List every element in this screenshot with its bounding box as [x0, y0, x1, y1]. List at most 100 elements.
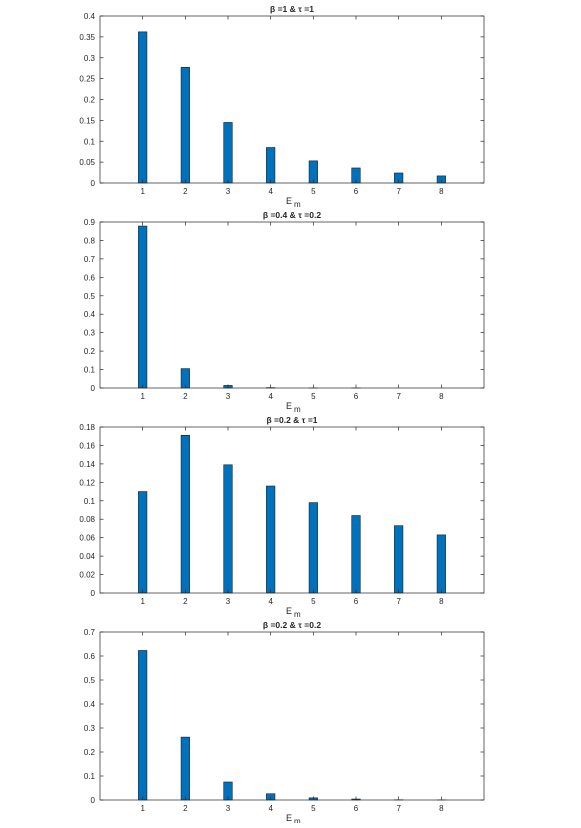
x-axis-label-subscript: m — [294, 610, 301, 619]
bar-3 — [224, 465, 233, 593]
x-tick-label: 3 — [226, 187, 231, 196]
y-tick-label: 0.5 — [84, 292, 96, 301]
x-tick-label: 5 — [311, 187, 316, 196]
x-tick-label: 7 — [396, 597, 401, 606]
y-tick-label: 0.1 — [84, 366, 96, 375]
x-tick-label: 5 — [311, 597, 316, 606]
y-tick-label: 0.2 — [84, 96, 96, 105]
bar-3 — [224, 122, 233, 183]
x-tick-label: 7 — [396, 392, 401, 401]
x-tick-label: 4 — [268, 187, 273, 196]
bar-4 — [266, 486, 275, 593]
x-tick-label: 3 — [226, 804, 231, 813]
y-tick-label: 0.4 — [84, 310, 96, 319]
x-axis-label: E — [286, 401, 292, 411]
x-tick-label: 1 — [140, 597, 145, 606]
x-tick-label: 2 — [183, 187, 188, 196]
y-tick-label: 0.5 — [84, 676, 96, 685]
y-tick-label: 0.7 — [84, 628, 96, 637]
x-tick-label: 1 — [140, 187, 145, 196]
x-axis-label-subscript: m — [294, 817, 301, 823]
x-tick-label: 8 — [439, 597, 444, 606]
x-axis-label-subscript: m — [294, 200, 301, 209]
x-tick-label: 8 — [439, 804, 444, 813]
chart-title: β =0.2 & τ =1 — [266, 415, 317, 425]
x-tick-label: 4 — [268, 804, 273, 813]
chart-title: β =0.4 & τ =0.2 — [263, 210, 321, 220]
y-tick-label: 0.08 — [79, 515, 95, 524]
chart-title: β =0.2 & τ =0.2 — [263, 620, 321, 630]
x-tick-label: 7 — [396, 804, 401, 813]
bar-1 — [138, 492, 147, 593]
x-tick-label: 3 — [226, 597, 231, 606]
y-tick-label: 0.3 — [84, 724, 96, 733]
x-tick-label: 5 — [311, 392, 316, 401]
x-tick-label: 2 — [183, 597, 188, 606]
y-tick-label: 0.1 — [84, 497, 96, 506]
y-tick-label: 0.25 — [79, 75, 95, 84]
x-tick-label: 7 — [396, 187, 401, 196]
x-tick-label: 6 — [354, 392, 359, 401]
bar-2 — [181, 67, 190, 183]
x-tick-label: 6 — [354, 597, 359, 606]
y-tick-label: 0.35 — [79, 33, 95, 42]
bar-2 — [181, 435, 190, 593]
y-tick-label: 0.3 — [84, 54, 96, 63]
y-tick-label: 0.1 — [84, 137, 96, 146]
chart-title: β =1 & τ =1 — [270, 4, 314, 14]
bar-4 — [266, 148, 275, 183]
y-tick-label: 0.16 — [79, 441, 95, 450]
x-tick-label: 8 — [439, 187, 444, 196]
axes-box — [100, 16, 484, 183]
y-tick-label: 0.02 — [79, 571, 95, 580]
y-tick-label: 0.2 — [84, 347, 96, 356]
bar-8 — [437, 535, 446, 593]
y-tick-label: 0.8 — [84, 236, 96, 245]
bar-1 — [138, 226, 147, 388]
x-tick-label: 5 — [311, 804, 316, 813]
y-tick-label: 0.06 — [79, 534, 95, 543]
x-tick-label: 1 — [140, 804, 145, 813]
x-tick-label: 2 — [183, 392, 188, 401]
y-tick-label: 0.9 — [84, 218, 96, 227]
x-tick-label: 4 — [268, 597, 273, 606]
x-tick-label: 8 — [439, 392, 444, 401]
y-tick-label: 0.7 — [84, 255, 96, 264]
y-tick-label: 0.2 — [84, 748, 96, 757]
y-tick-label: 0.6 — [84, 273, 96, 282]
x-tick-label: 6 — [354, 804, 359, 813]
axes-box — [100, 632, 484, 800]
x-axis-label-subscript: m — [294, 405, 301, 414]
bar-6 — [352, 516, 361, 593]
bar-7 — [394, 526, 403, 593]
y-tick-label: 0 — [91, 796, 96, 805]
bar-5 — [309, 503, 318, 593]
x-tick-label: 1 — [140, 392, 145, 401]
axes-box — [100, 427, 484, 593]
x-tick-label: 4 — [268, 392, 273, 401]
y-tick-label: 0.04 — [79, 552, 95, 561]
y-tick-label: 0.12 — [79, 478, 95, 487]
y-tick-label: 0.4 — [84, 700, 96, 709]
y-tick-label: 0 — [91, 384, 96, 393]
y-tick-label: 0.3 — [84, 329, 96, 338]
bar-1 — [138, 32, 147, 183]
x-tick-label: 6 — [354, 187, 359, 196]
x-tick-label: 2 — [183, 804, 188, 813]
y-tick-label: 0 — [91, 179, 96, 188]
bar-2 — [181, 737, 190, 800]
y-tick-label: 0.4 — [84, 12, 96, 21]
axes-box — [100, 222, 484, 388]
y-tick-label: 0.05 — [79, 158, 95, 167]
y-tick-label: 0.6 — [84, 652, 96, 661]
y-tick-label: 0.14 — [79, 460, 95, 469]
y-tick-label: 0 — [91, 589, 96, 598]
x-axis-label: E — [286, 606, 292, 616]
x-axis-label: E — [286, 813, 292, 823]
bar-1 — [138, 650, 147, 800]
